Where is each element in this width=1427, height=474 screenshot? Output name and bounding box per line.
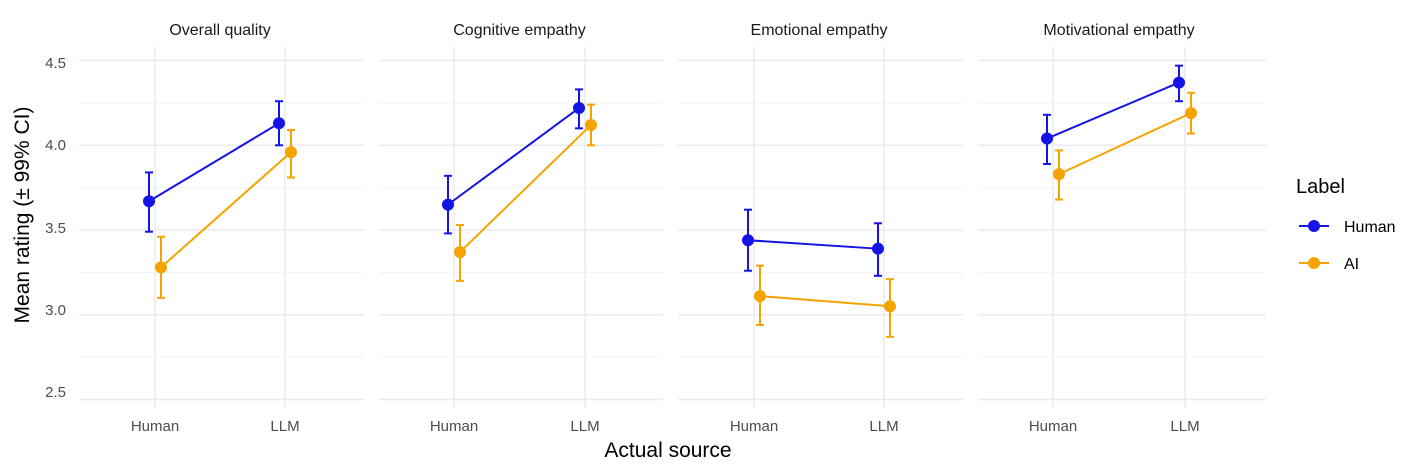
series-line-ai — [759, 295, 891, 308]
panel-title: Emotional empathy — [751, 22, 888, 39]
panel-motivational-empathy: Motivational empathy Human LLM — [978, 22, 1266, 435]
series-line-human — [148, 122, 280, 203]
data-point-human — [1173, 76, 1185, 89]
series-line-human — [1046, 81, 1180, 140]
series-line-ai — [459, 124, 592, 253]
panel-overall-quality: Overall quality Human LLM — [79, 22, 364, 435]
y-tick-label: 4.0 — [45, 137, 66, 154]
legend-marker-human — [1308, 220, 1320, 232]
x-tick-label: LLM — [270, 418, 299, 435]
panel-cognitive-empathy: Cognitive empathy Human LLM — [379, 22, 663, 435]
x-axis-title: Actual source — [604, 439, 731, 462]
data-point-human — [742, 234, 754, 247]
x-tick-label: Human — [131, 418, 179, 435]
data-point-ai — [585, 118, 597, 131]
x-tick-label: LLM — [1170, 418, 1199, 435]
series-line-ai — [160, 151, 292, 269]
data-point-ai — [1185, 107, 1197, 120]
data-point-human — [273, 117, 285, 130]
legend: Label Human AI — [1296, 176, 1396, 273]
legend-label-human: Human — [1344, 219, 1396, 236]
y-axis-title: Mean rating (± 99% CI) — [11, 107, 34, 324]
data-point-human — [143, 195, 155, 208]
panel-title: Motivational empathy — [1043, 22, 1194, 39]
data-point-ai — [884, 300, 896, 313]
data-point-ai — [754, 290, 766, 303]
series-line-ai — [1058, 112, 1192, 176]
data-point-human — [442, 198, 454, 211]
legend-marker-ai — [1308, 257, 1320, 269]
data-point-ai — [285, 146, 297, 159]
x-tick-label: Human — [1029, 418, 1077, 435]
data-point-human — [872, 242, 884, 255]
legend-title: Label — [1296, 176, 1345, 198]
data-point-ai — [1053, 168, 1065, 181]
y-tick-label: 3.0 — [45, 302, 66, 319]
y-tick-label: 3.5 — [45, 220, 66, 237]
data-point-ai — [155, 261, 167, 274]
x-tick-label: LLM — [570, 418, 599, 435]
x-tick-label: Human — [430, 418, 478, 435]
series-line-human — [747, 239, 879, 250]
panel-emotional-empathy: Emotional empathy Human LLM — [678, 22, 963, 435]
data-point-human — [1041, 132, 1053, 145]
series-line-human — [447, 107, 580, 206]
data-point-ai — [454, 246, 466, 259]
x-tick-label: Human — [730, 418, 778, 435]
x-tick-label: LLM — [869, 418, 898, 435]
y-tick-label: 4.5 — [45, 55, 66, 72]
y-tick-label: 2.5 — [45, 384, 66, 401]
panel-title: Overall quality — [169, 22, 270, 39]
legend-label-ai: AI — [1344, 256, 1359, 273]
panel-title: Cognitive empathy — [453, 22, 586, 39]
data-point-human — [573, 102, 585, 115]
